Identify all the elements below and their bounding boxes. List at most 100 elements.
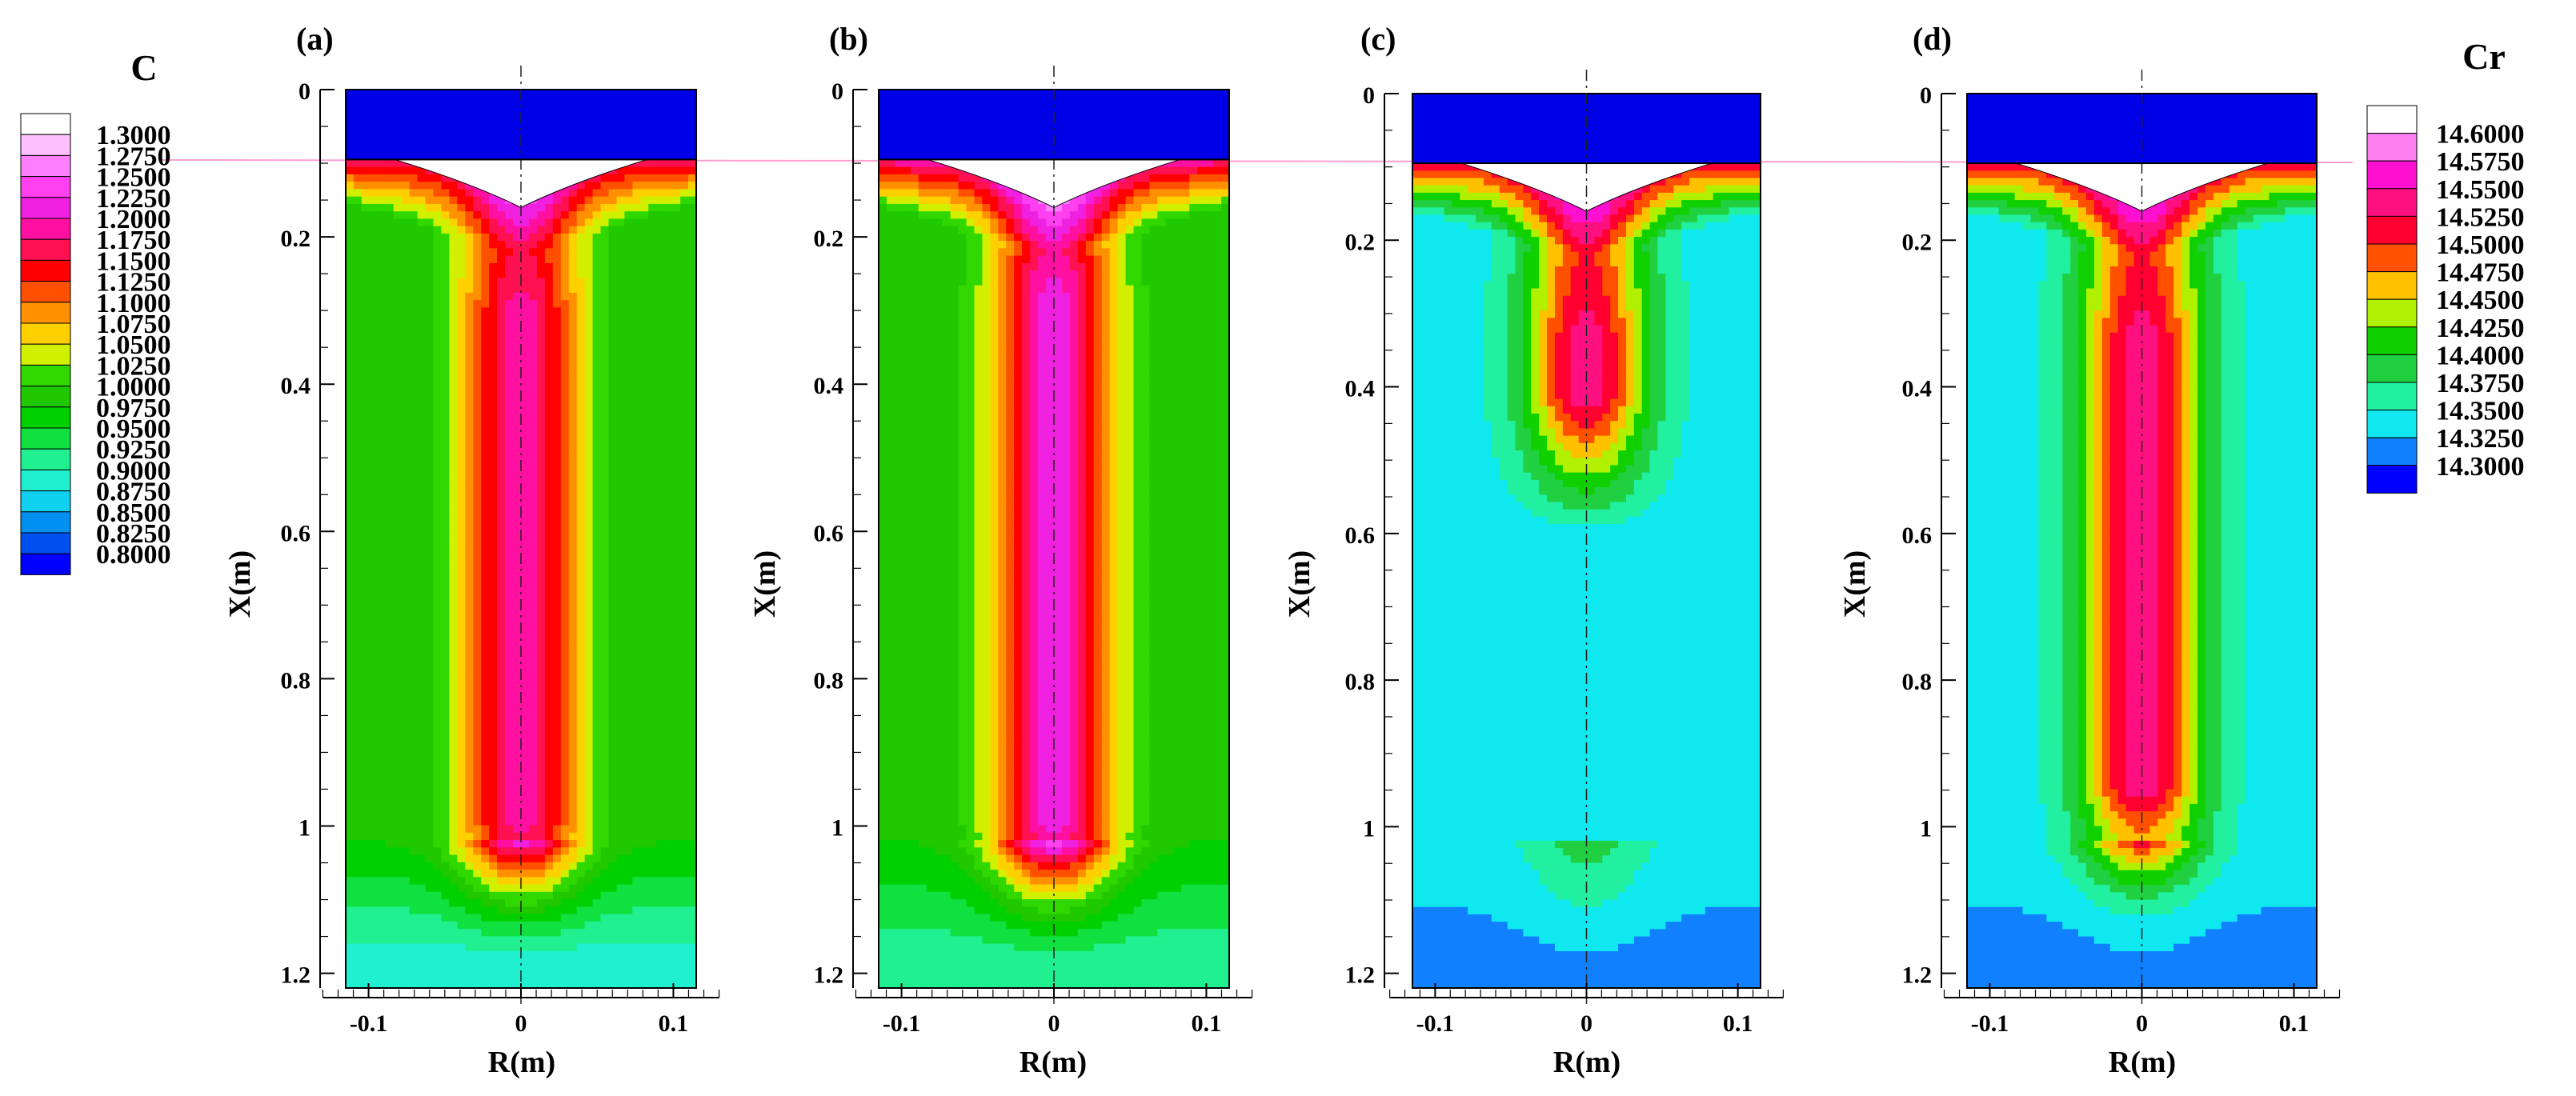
contour-cell	[433, 699, 443, 708]
contour-cell	[632, 359, 641, 367]
contour-cell	[346, 410, 355, 419]
contour-cell	[457, 610, 466, 619]
contour-cell	[449, 743, 458, 752]
contour-cell	[616, 795, 626, 804]
contour-cell	[353, 307, 363, 316]
contour-cell	[640, 862, 649, 870]
contour-cell	[497, 566, 506, 574]
contour-cell	[672, 337, 681, 346]
contour-cell	[536, 736, 546, 745]
contour-cell	[648, 647, 657, 656]
contour-cell	[592, 706, 602, 715]
contour-cell	[528, 300, 538, 308]
contour-cell	[497, 847, 506, 856]
contour-cell	[680, 884, 689, 893]
contour-cell	[393, 566, 403, 574]
contour-cell	[536, 359, 546, 367]
contour-cell	[369, 662, 379, 671]
contour-cell	[624, 410, 633, 419]
contour-cell	[457, 773, 466, 782]
contour-cell	[624, 218, 633, 227]
contour-cell	[409, 196, 419, 205]
contour-cell	[664, 440, 673, 449]
contour-cell	[433, 862, 443, 870]
contour-cell	[473, 795, 482, 804]
contour-cell	[425, 218, 435, 227]
contour-cell	[544, 566, 554, 574]
contour-cell	[457, 418, 466, 426]
contour-cell	[552, 211, 562, 220]
contour-cell	[536, 670, 546, 678]
contour-cell	[417, 351, 427, 360]
contour-cell	[505, 973, 514, 982]
contour-cell	[505, 950, 514, 959]
contour-cell	[552, 832, 562, 841]
contour-cell	[632, 929, 641, 937]
contour-cell	[473, 448, 482, 456]
contour-cell	[401, 574, 411, 582]
contour-cell	[608, 566, 618, 574]
contour-cell	[481, 226, 490, 234]
contour-cell	[560, 603, 570, 612]
contour-cell	[592, 862, 602, 870]
contour-cell	[497, 233, 506, 242]
contour-cell	[664, 470, 673, 478]
contour-cell	[489, 625, 498, 634]
contour-cell	[473, 551, 482, 560]
contour-cell	[536, 684, 546, 693]
contour-cell	[441, 654, 451, 663]
contour-cell	[401, 485, 411, 494]
contour-cell	[457, 618, 466, 626]
contour-cell	[592, 736, 602, 745]
contour-cell	[465, 640, 474, 649]
contour-cell	[624, 536, 633, 545]
contour-cell	[433, 574, 443, 582]
contour-cell	[608, 595, 618, 604]
contour-cell	[544, 233, 554, 242]
contour-cell	[417, 189, 427, 198]
contour-cell	[417, 936, 427, 945]
contour-cell	[457, 485, 466, 494]
contour-cell	[481, 966, 490, 974]
contour-cell	[656, 966, 665, 974]
contour-cell	[425, 396, 435, 405]
contour-cell	[568, 610, 578, 619]
contour-cell	[433, 743, 443, 752]
contour-cell	[505, 802, 514, 811]
contour-cell	[632, 492, 641, 501]
contour-cell	[584, 625, 594, 634]
contour-cell	[465, 581, 474, 590]
contour-cell	[552, 248, 562, 257]
contour-cell	[497, 588, 506, 597]
contour-cell	[457, 854, 466, 863]
contour-cell	[656, 403, 665, 412]
contour-cell	[457, 359, 466, 367]
contour-cell	[401, 492, 411, 501]
contour-cell	[505, 330, 514, 338]
contour-cell	[544, 536, 554, 545]
contour-cell	[680, 973, 689, 982]
contour-cell	[592, 226, 602, 234]
contour-cell	[353, 359, 363, 367]
contour-cell	[497, 840, 506, 848]
contour-cell	[632, 507, 641, 515]
contour-cell	[425, 374, 435, 382]
contour-cell	[425, 574, 435, 582]
contour-cell	[497, 914, 506, 922]
contour-cell	[377, 736, 387, 745]
contour-cell	[568, 891, 578, 900]
contour-cell	[433, 980, 443, 989]
contour-cell	[377, 802, 387, 811]
contour-cell	[521, 581, 530, 590]
legend-label: 14.5500	[2436, 175, 2525, 205]
contour-cell	[632, 810, 641, 818]
contour-cell	[409, 330, 419, 338]
contour-cell	[346, 522, 355, 530]
contour-cell	[552, 766, 562, 774]
contour-cell	[576, 891, 586, 900]
contour-cell	[521, 854, 530, 863]
contour-cell	[600, 581, 610, 590]
contour-cell	[346, 566, 355, 574]
contour-cell	[393, 189, 403, 198]
contour-cell	[377, 300, 387, 308]
